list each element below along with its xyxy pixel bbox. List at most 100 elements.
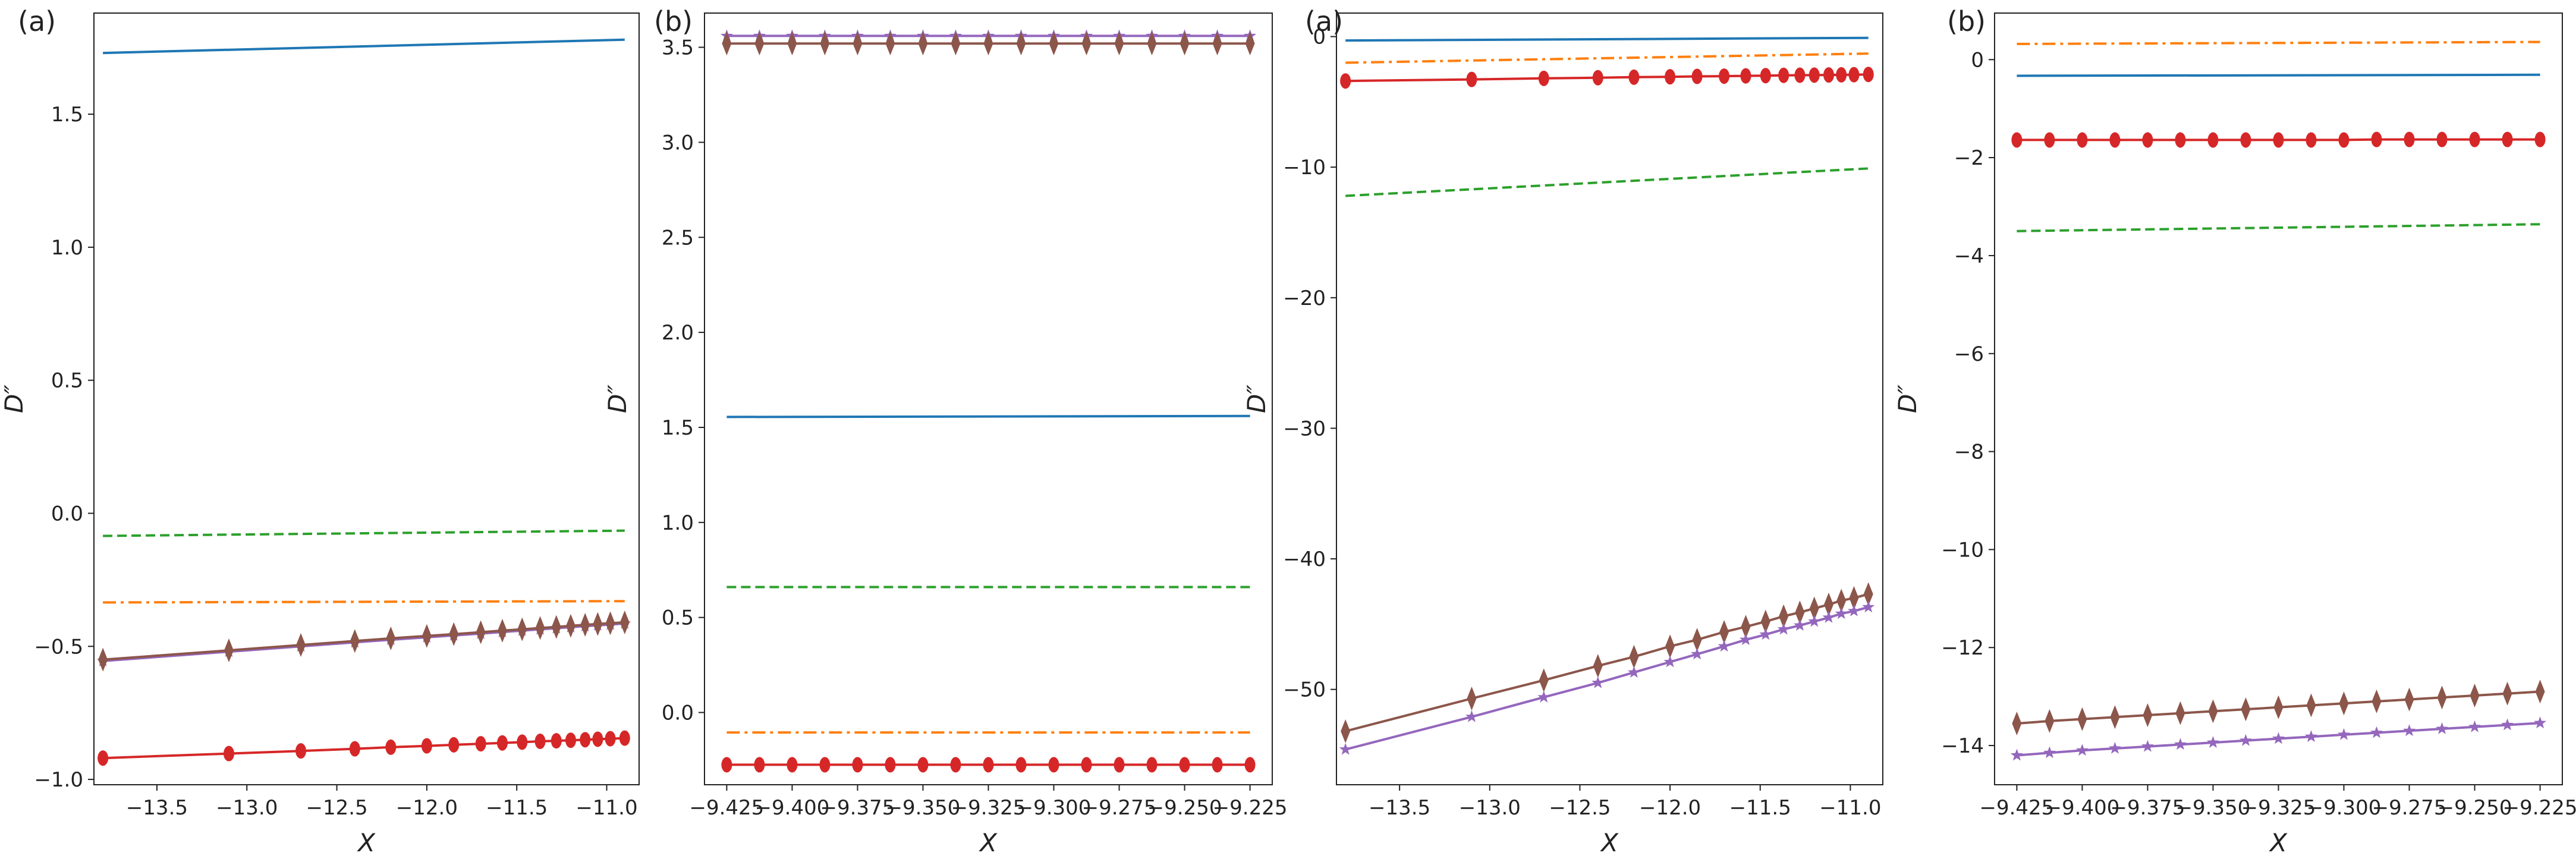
marker-brown-diamonds <box>619 610 630 634</box>
series-line-red-circles <box>103 737 625 760</box>
marker-red-circles <box>1015 757 1027 773</box>
marker-purple-stars <box>2403 724 2415 737</box>
marker-brown-diamonds <box>1081 32 1092 56</box>
y-tick-label: −4 <box>1954 244 1984 268</box>
marker-brown-diamonds <box>2339 691 2349 716</box>
x-tick-label: −9.225 <box>1213 796 1288 820</box>
marker-brown-diamonds <box>1824 592 1834 616</box>
y-tick-label: −30 <box>1283 417 1326 441</box>
marker-purple-stars <box>2043 746 2056 759</box>
x-tick-label: −9.275 <box>1082 796 1157 820</box>
marker-brown-diamonds <box>1629 644 1639 669</box>
x-tick-label: −9.375 <box>820 796 895 820</box>
series-line-orange-dashdot <box>2017 40 2540 45</box>
y-tick-label: 3.0 <box>662 131 694 155</box>
marker-brown-diamonds <box>853 32 863 56</box>
marker-red-circles <box>2469 131 2480 147</box>
plot-frame <box>1994 12 2563 785</box>
y-axis-label: D″ <box>1893 385 1922 413</box>
marker-purple-stars <box>1848 604 1860 616</box>
marker-red-circles <box>2044 132 2055 148</box>
marker-brown-diamonds <box>722 32 732 56</box>
y-tick-label: −2 <box>1954 146 1984 170</box>
marker-red-circles <box>2534 131 2546 147</box>
x-tick-label: −9.325 <box>2241 796 2316 820</box>
marker-red-circles <box>421 738 432 754</box>
marker-red-circles <box>496 735 508 751</box>
series-line-blue-solid <box>726 414 1250 419</box>
marker-red-circles <box>223 745 234 762</box>
series-line-orange-dashdot <box>1345 52 1869 64</box>
plot-area <box>96 38 631 766</box>
marker-brown-diamonds <box>580 613 590 637</box>
panel-a-left: (a) −1.0 −0.5 0.0 0.5 1.0 1.5 −13.5 −13.0 −12.5 −1… <box>0 5 640 857</box>
marker-red-circles <box>97 750 109 766</box>
x-tick-label: −9.300 <box>2307 796 2382 820</box>
marker-red-circles <box>619 730 630 746</box>
marker-red-circles <box>1538 70 1549 86</box>
marker-red-circles <box>2436 131 2448 147</box>
marker-brown-diamonds <box>1863 582 1873 606</box>
marker-red-circles <box>2240 132 2251 148</box>
plot-frame <box>704 12 1273 785</box>
marker-brown-diamonds <box>1719 620 1729 644</box>
marker-red-circles <box>1081 757 1092 773</box>
marker-red-circles <box>1146 757 1158 773</box>
marker-purple-stars <box>1628 666 1640 678</box>
marker-brown-diamonds <box>2273 695 2284 719</box>
marker-brown-diamonds <box>551 615 561 639</box>
marker-red-circles <box>592 731 603 747</box>
x-tick-label: −9.425 <box>689 796 764 820</box>
y-tick-label: −10 <box>1283 156 1326 180</box>
marker-brown-diamonds <box>1849 586 1859 610</box>
x-tick-label: −9.350 <box>2176 796 2251 820</box>
marker-red-circles <box>448 737 460 753</box>
marker-red-circles <box>534 734 546 750</box>
series-line-blue-solid <box>2017 73 2540 77</box>
marker-purple-stars <box>1691 647 1704 660</box>
x-tick-label: −9.350 <box>886 796 961 820</box>
x-axis-label: X <box>357 828 376 857</box>
marker-purple-stars <box>2370 726 2383 738</box>
y-tick-label: 2.5 <box>662 226 694 250</box>
panel-label: (b) <box>654 5 693 37</box>
marker-purple-stars <box>2338 728 2350 740</box>
marker-brown-diamonds <box>605 611 615 636</box>
x-tick-label: −13.5 <box>126 796 188 820</box>
marker-red-circles <box>1179 757 1190 773</box>
series-line-blue-solid <box>1345 36 1869 42</box>
marker-brown-diamonds <box>497 618 507 643</box>
marker-brown-diamonds <box>754 32 765 56</box>
marker-brown-diamonds <box>2241 697 2251 722</box>
y-tick-label: −6 <box>1954 342 1984 366</box>
marker-brown-diamonds <box>918 32 928 56</box>
y-tick-label: −50 <box>1283 678 1326 702</box>
marker-purple-stars <box>2436 722 2448 734</box>
marker-purple-stars <box>2240 734 2252 746</box>
marker-red-circles <box>2502 131 2513 147</box>
marker-red-circles <box>885 757 896 773</box>
marker-red-circles <box>1719 68 1730 84</box>
series-line-green-dashed <box>2017 223 2540 232</box>
marker-red-circles <box>517 734 528 750</box>
y-axis-label: D″ <box>603 385 632 413</box>
marker-brown-diamonds <box>296 633 306 657</box>
marker-purple-stars <box>1339 743 1352 755</box>
y-tick-label: 1.5 <box>662 416 694 440</box>
marker-brown-diamonds <box>1341 719 1351 743</box>
marker-red-circles <box>1836 67 1847 83</box>
x-tick-label: −9.300 <box>1017 796 1092 820</box>
x-tick-label: −11.0 <box>1819 796 1881 820</box>
marker-red-circles <box>819 757 831 773</box>
marker-brown-diamonds <box>1114 32 1124 56</box>
marker-red-circles <box>754 757 765 773</box>
marker-brown-diamonds <box>1147 32 1157 56</box>
marker-brown-diamonds <box>449 622 459 646</box>
marker-red-circles <box>950 757 961 773</box>
marker-brown-diamonds <box>517 617 527 641</box>
marker-brown-diamonds <box>1665 634 1675 659</box>
marker-red-circles <box>1665 69 1676 85</box>
marker-brown-diamonds <box>2077 707 2087 731</box>
marker-purple-stars <box>2174 738 2187 750</box>
